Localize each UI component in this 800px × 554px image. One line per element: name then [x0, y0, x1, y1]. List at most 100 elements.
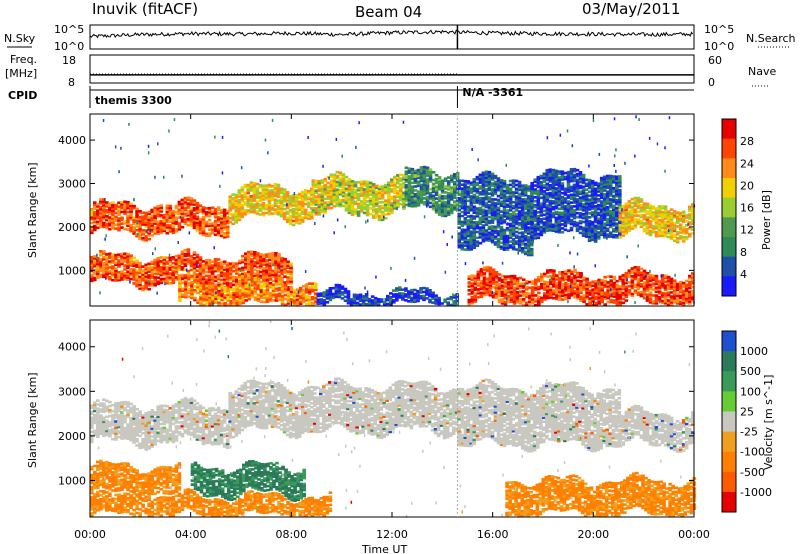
- heatmap-cell: [270, 204, 275, 208]
- heatmap-cell: [431, 196, 436, 199]
- heatmap-cell: [306, 197, 311, 201]
- heatmap-cell: [387, 183, 391, 186]
- heatmap-cell: [399, 198, 403, 202]
- heatmap-cell: [387, 189, 391, 192]
- heatmap-cell: [228, 203, 232, 206]
- heatmap-cell: [228, 209, 232, 212]
- heatmap-cell: [270, 208, 275, 211]
- heatmap-cell: [261, 202, 266, 205]
- heatmap-cell: [359, 202, 364, 205]
- heatmap-cell: [300, 190, 305, 194]
- heatmap-cell: [99, 215, 103, 219]
- heatmap-cell: [466, 248, 471, 252]
- heatmap-cell: [329, 181, 334, 184]
- heatmap-cell: [560, 182, 565, 185]
- heatmap-cell: [195, 209, 200, 213]
- heatmap-cell: [359, 192, 364, 195]
- heatmap-cell: [249, 185, 254, 188]
- heatmap-cell: [102, 211, 106, 215]
- heatmap-cell: [126, 201, 130, 204]
- heatmap-cell: [231, 204, 235, 208]
- heatmap-cell: [267, 193, 272, 197]
- heatmap-cell: [255, 210, 260, 213]
- heatmap-cell: [96, 214, 100, 218]
- heatmap-cell: [460, 242, 465, 245]
- heatmap-cell: [466, 195, 471, 199]
- heatmap-cell: [338, 200, 343, 204]
- heatmap-cell: [138, 215, 142, 219]
- heatmap-cell: [232, 287, 236, 291]
- heatmap-cell: [466, 242, 471, 246]
- heatmap-cell: [446, 213, 451, 216]
- heatmap-cell: [338, 171, 343, 175]
- heatmap-cell: [246, 211, 251, 214]
- heatmap-cell: [317, 205, 322, 208]
- heatmap-cell: [189, 212, 194, 216]
- heatmap-cell: [434, 173, 439, 177]
- heatmap-cell: [407, 204, 412, 208]
- heatmap-cell: [237, 210, 242, 214]
- heatmap-cell: [446, 201, 451, 205]
- heatmap-cell: [469, 236, 474, 239]
- heatmap-cell: [335, 192, 340, 195]
- heatmap-cell: [563, 187, 568, 191]
- heatmap-cell: [393, 183, 397, 187]
- heatmap-cell: [335, 180, 340, 184]
- heatmap-cell: [678, 223, 683, 226]
- heatmap-cell: [460, 230, 465, 233]
- heatmap-cell: [452, 202, 457, 205]
- heatmap-cell: [428, 172, 433, 175]
- heatmap-cell: [120, 218, 124, 222]
- heatmap-cell: [460, 189, 465, 192]
- heatmap-cell: [282, 194, 287, 197]
- heatmap-cell: [195, 207, 200, 211]
- heatmap-cell: [329, 191, 334, 194]
- heatmap-cell: [222, 232, 227, 235]
- heatmap-cell: [195, 203, 200, 207]
- heatmap-cell: [216, 229, 221, 233]
- heatmap-cell: [156, 224, 160, 228]
- heatmap-cell: [443, 185, 448, 188]
- heatmap-cell: [323, 179, 328, 183]
- heatmap-cell: [478, 232, 483, 235]
- heatmap-cell: [126, 214, 130, 218]
- heatmap-cell: [434, 185, 439, 189]
- heatmap-cell: [114, 203, 118, 207]
- heatmap-cell: [365, 207, 370, 211]
- heatmap-cell: [457, 226, 461, 229]
- heatmap-cell: [267, 199, 272, 202]
- heatmap-cell: [90, 208, 94, 211]
- heatmap-cell: [285, 195, 290, 198]
- heatmap-cell: [350, 211, 355, 214]
- heatmap-cell: [216, 208, 221, 211]
- heatmap-cell: [410, 205, 415, 208]
- heatmap-cell: [356, 181, 361, 184]
- heatmap-cell: [267, 195, 272, 198]
- heatmap-cell: [463, 205, 468, 208]
- heatmap-cell: [402, 201, 406, 204]
- heatmap-cell: [368, 181, 373, 185]
- heatmap-cell: [335, 176, 340, 180]
- heatmap-cell: [207, 214, 212, 218]
- heatmap-cell: [410, 185, 415, 189]
- heatmap-cell: [457, 187, 461, 190]
- heatmap-cell: [277, 253, 281, 256]
- heatmap-cell: [262, 253, 266, 257]
- heatmap-cell: [684, 220, 689, 223]
- heatmap-cell: [380, 187, 385, 190]
- heatmap-cell: [303, 212, 308, 216]
- heatmap-cell: [460, 191, 465, 194]
- heatmap-cell: [156, 220, 160, 224]
- heatmap-cell: [390, 201, 394, 205]
- heatmap-cell: [425, 172, 430, 175]
- heatmap-cell: [365, 196, 370, 199]
- heatmap-cell: [111, 223, 115, 226]
- heatmap-cell: [399, 187, 403, 190]
- heatmap-cell: [399, 189, 403, 192]
- heatmap-cell: [317, 195, 322, 199]
- heatmap-cell: [168, 226, 173, 229]
- heatmap-cell: [282, 198, 287, 201]
- heatmap-cell: [416, 184, 421, 188]
- heatmap-cell: [174, 228, 179, 231]
